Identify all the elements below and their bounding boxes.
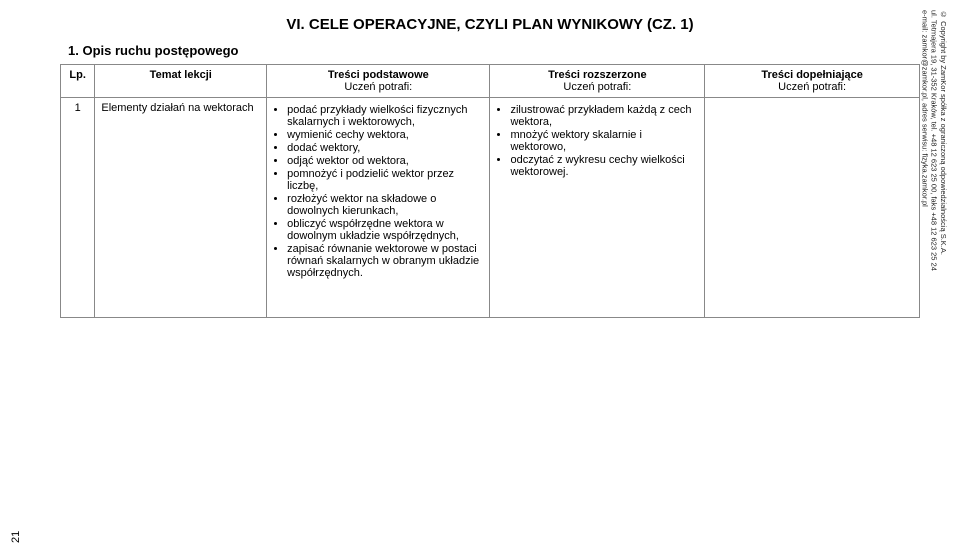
col-rozszerzone-sub: Uczeń potrafi: (563, 81, 631, 93)
page-number: 21 (10, 531, 22, 543)
list-item: odjąć wektor od wektora, (287, 155, 483, 167)
list-item: zilustrować przykładem każdą z cech wekt… (510, 104, 698, 128)
list-item: wymienić cechy wektora, (287, 129, 483, 141)
list-item: pomnożyć i podzielić wektor przez liczbę… (287, 168, 483, 192)
list-item: rozłożyć wektor na składowe o dowolnych … (287, 193, 483, 217)
copyright-line2: ul. Tetmajera 19, 31-352 Kraków, tel. +4… (930, 10, 939, 271)
col-dopelniajace-title: Treści dopełniające (761, 69, 863, 81)
list-item: podać przykłady wielkości fizycznych ska… (287, 104, 483, 128)
copyright-block: © Copyright by ZamKor spółka z ograniczo… (920, 10, 948, 310)
cell-rozszerzone: zilustrować przykładem każdą z cech wekt… (490, 98, 705, 318)
cell-temat: Elementy działań na wektorach (95, 98, 267, 318)
col-dopelniajace: Treści dopełniające Uczeń potrafi: (705, 65, 920, 98)
cell-podstawowe: podać przykłady wielkości fizycznych ska… (267, 98, 490, 318)
rozszerzone-list: zilustrować przykładem każdą z cech wekt… (496, 104, 698, 178)
col-podstawowe-sub: Uczeń potrafi: (344, 81, 412, 93)
cell-lp: 1 (61, 98, 95, 318)
col-rozszerzone-title: Treści rozszerzone (548, 69, 646, 81)
table-header-row: Lp. Temat lekcji Treści podstawowe Uczeń… (61, 65, 920, 98)
col-lp: Lp. (61, 65, 95, 98)
copyright-line1: © Copyright by ZamKor spółka z ograniczo… (939, 10, 948, 255)
list-item: odczytać z wykresu cechy wielkości wekto… (510, 154, 698, 178)
cell-dopelniajace (705, 98, 920, 318)
page-title: VI. CELE OPERACYJNE, CZYLI PLAN WYNIKOWY… (60, 16, 920, 33)
list-item: mnożyć wektory skalarnie i wektorowo, (510, 129, 698, 153)
list-item: zapisać równanie wektorowe w postaci rów… (287, 243, 483, 279)
col-temat: Temat lekcji (95, 65, 267, 98)
table-row: 1 Elementy działań na wektorach podać pr… (61, 98, 920, 318)
podstawowe-list: podać przykłady wielkości fizycznych ska… (273, 104, 483, 279)
copyright-line3: e-mail: zamkor@zamkor.pl, adres serwisu:… (920, 10, 929, 207)
col-dopelniajace-sub: Uczeń potrafi: (778, 81, 846, 93)
plan-table: Lp. Temat lekcji Treści podstawowe Uczeń… (60, 64, 920, 318)
list-item: dodać wektory, (287, 142, 483, 154)
col-podstawowe-title: Treści podstawowe (328, 69, 429, 81)
col-rozszerzone: Treści rozszerzone Uczeń potrafi: (490, 65, 705, 98)
col-podstawowe: Treści podstawowe Uczeń potrafi: (267, 65, 490, 98)
section-heading: 1. Opis ruchu postępowego (68, 43, 920, 58)
list-item: obliczyć współrzędne wektora w dowolnym … (287, 218, 483, 242)
